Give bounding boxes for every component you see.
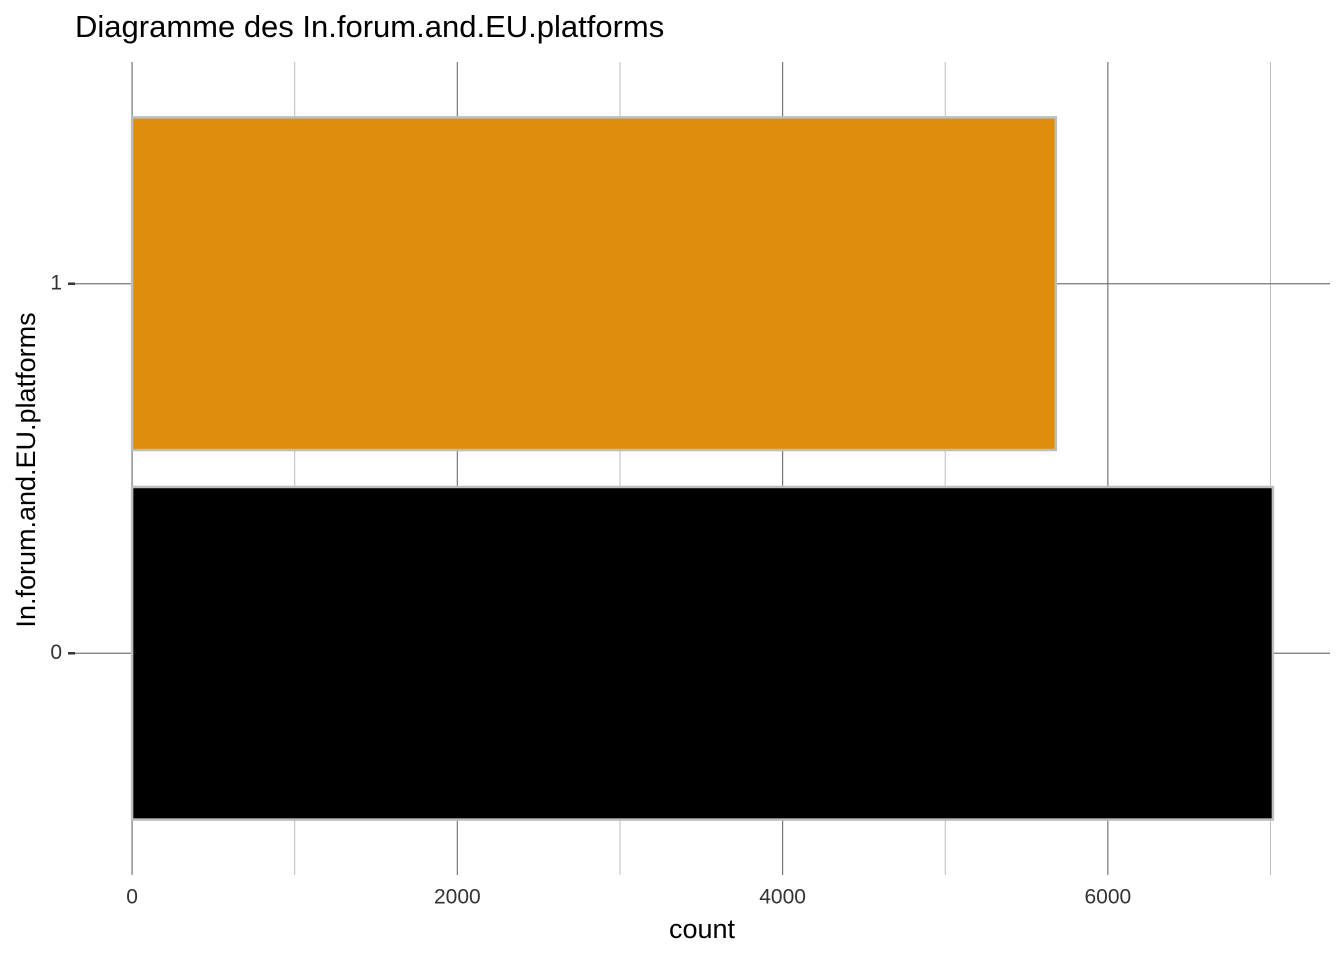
y-tick-label: 1: [50, 271, 62, 294]
chart-title: Diagramme des In.forum.and.EU.platforms: [75, 9, 664, 44]
x-tick-label: 0: [126, 886, 138, 909]
x-tick-label: 4000: [759, 886, 806, 909]
x-tick-label: 2000: [434, 886, 481, 909]
y-axis-title: In.forum.and.EU.platforms: [11, 312, 41, 627]
x-tick-label: 6000: [1084, 886, 1131, 909]
bar: [130, 116, 1058, 452]
y-tick-label: 0: [50, 641, 62, 664]
bar: [130, 485, 1275, 821]
x-axis-title: count: [669, 914, 736, 944]
